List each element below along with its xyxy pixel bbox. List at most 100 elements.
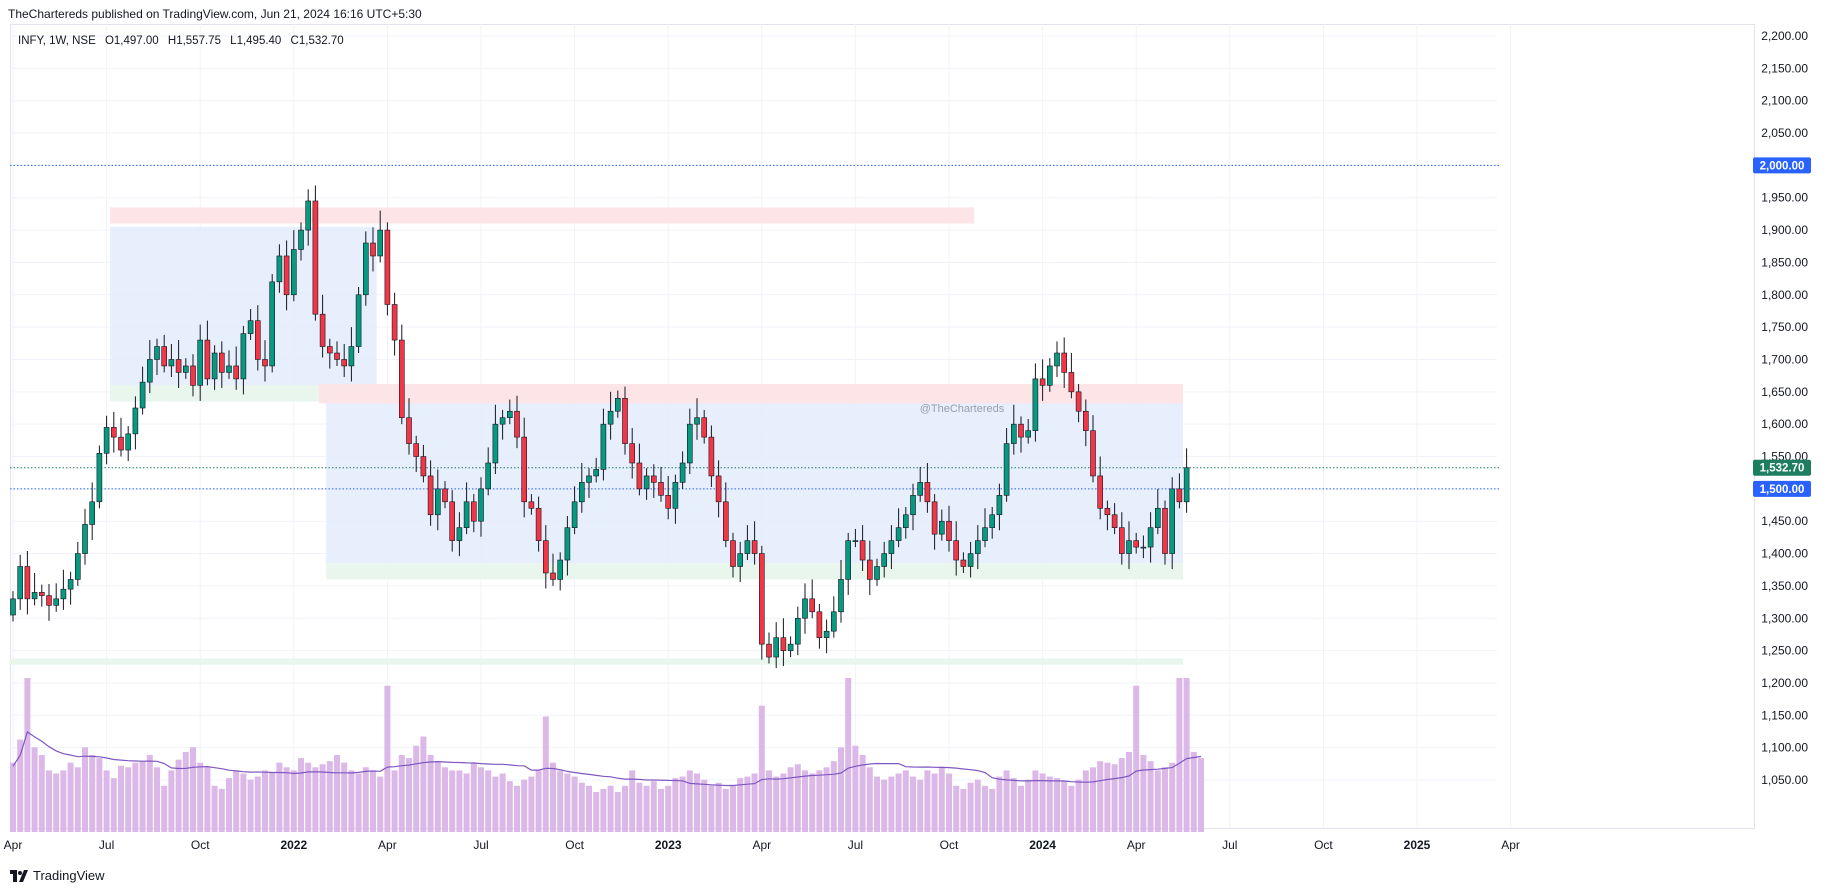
candle-body <box>298 229 304 250</box>
candle-body <box>111 427 117 438</box>
candle-up <box>103 415 110 465</box>
volume-bar <box>542 716 549 832</box>
volume-bar <box>413 745 420 832</box>
candle-body <box>377 229 384 257</box>
candle-up <box>802 583 808 634</box>
candle-body <box>125 433 131 451</box>
volume-bar <box>298 758 304 832</box>
volume-bar <box>1190 751 1197 832</box>
candle-down <box>118 417 124 457</box>
candle-body <box>852 540 859 542</box>
candle-body <box>946 520 952 541</box>
time-tick-label: 2025 <box>1404 838 1431 852</box>
volume-bar <box>283 767 290 832</box>
volume-bar <box>168 770 175 832</box>
candle-body <box>960 559 967 567</box>
legend-low: L1,495.40 <box>230 35 282 47</box>
volume-bar <box>1010 778 1017 832</box>
candle-down <box>866 540 873 595</box>
candle-up <box>1140 535 1147 559</box>
candle-body <box>744 540 751 554</box>
candle-down <box>859 525 866 572</box>
candle-up <box>456 512 463 557</box>
volume-bar <box>334 755 340 832</box>
price-axis[interactable]: 1,050.00 1,100.00 1,150.00 1,200.00 1,250.00… <box>1761 29 1808 787</box>
candle-body <box>658 482 664 496</box>
volume-bar <box>672 778 679 832</box>
candle-up <box>888 525 895 570</box>
candle-up <box>1155 488 1161 535</box>
volume-bar <box>881 779 888 832</box>
candle-up <box>492 404 499 474</box>
candle-up <box>989 506 996 539</box>
candle-body <box>319 313 326 347</box>
candle-body <box>75 553 81 580</box>
volume-bar <box>564 773 571 832</box>
candle-down <box>1176 473 1183 509</box>
candle-down <box>204 320 211 386</box>
candle-body <box>147 359 153 383</box>
volume-bar <box>132 762 139 832</box>
candle-down <box>528 494 535 515</box>
candle-body <box>132 407 139 435</box>
volume-bar <box>1082 770 1089 832</box>
candle-body <box>953 540 960 561</box>
candle-body <box>283 255 290 296</box>
zone-green-support-low <box>9 658 1183 665</box>
candle-body <box>1075 391 1082 412</box>
volume-bar <box>1075 779 1082 832</box>
candle-up <box>276 244 283 293</box>
candle-body <box>708 436 715 477</box>
candle-body <box>542 540 549 574</box>
price-badge <box>1753 459 1811 476</box>
volume-bar <box>492 776 499 832</box>
symbol-legend[interactable]: INFY, 1W, NSE O1,497.00 H1,557.75 L1,495… <box>18 35 350 47</box>
publish-header: TheChartereds published on TradingView.c… <box>8 7 422 21</box>
candle-down <box>1018 416 1024 453</box>
candle-up <box>593 457 600 483</box>
volume-bar <box>442 767 448 832</box>
volume-bar <box>406 758 412 832</box>
volume-bar <box>910 776 916 832</box>
volume-bar <box>463 773 470 832</box>
volume-bar <box>960 788 967 832</box>
time-tick-label: Oct <box>940 838 959 852</box>
legend-high: H1,557.75 <box>167 35 221 47</box>
price-tick-label: 1,150.00 <box>1761 708 1808 722</box>
time-tick-label: Jul <box>473 838 488 852</box>
candle-down <box>816 604 823 649</box>
candle-body <box>722 501 729 541</box>
candle-body <box>355 294 362 347</box>
volume-bar <box>103 770 110 832</box>
candle-up <box>1126 521 1132 570</box>
candle-up <box>31 572 38 606</box>
volume-bar <box>614 791 621 832</box>
volume-bar <box>1061 781 1068 832</box>
candle-body <box>1054 352 1060 367</box>
candle-up <box>557 552 564 591</box>
candle-down <box>1104 500 1111 531</box>
candle-down <box>730 532 736 578</box>
candle-down <box>809 579 816 619</box>
volume-bar <box>715 782 722 832</box>
price-tick-label: 1,600.00 <box>1761 417 1808 431</box>
candle-body <box>1047 365 1053 386</box>
volume-bar <box>1046 776 1053 832</box>
tradingview-brand[interactable]: TradingView <box>10 868 105 883</box>
candle-down <box>931 494 938 550</box>
candle-down <box>665 475 672 520</box>
candle-body <box>715 475 722 503</box>
candle-up <box>1147 512 1154 563</box>
candle-down <box>470 494 477 533</box>
candle-body <box>845 540 852 580</box>
volume-bar <box>1097 761 1104 832</box>
volume-bar <box>1018 785 1024 832</box>
price-badge-label: 2,000.00 <box>1760 160 1805 172</box>
volume-bar <box>190 747 196 832</box>
time-tick-label: Oct <box>565 838 584 852</box>
candle-up <box>917 466 924 502</box>
price-tick-label: 2,100.00 <box>1761 94 1808 108</box>
volume-bar <box>312 767 319 832</box>
time-axis[interactable]: Apr Jul Oct 2022 Apr Jul Oct 2023 Apr Jul Oct 2024 A… <box>4 838 1520 852</box>
